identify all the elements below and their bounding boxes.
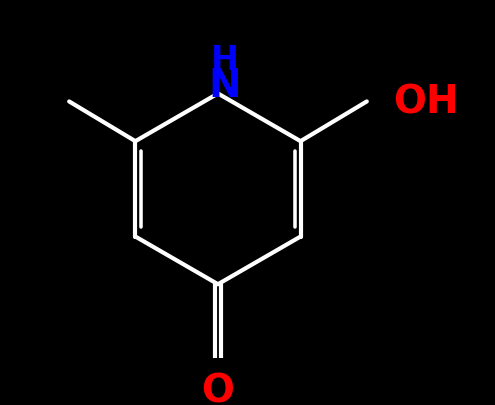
Text: OH: OH — [394, 83, 459, 121]
Text: N: N — [209, 66, 242, 104]
Text: H: H — [211, 44, 239, 77]
Text: O: O — [201, 371, 235, 405]
